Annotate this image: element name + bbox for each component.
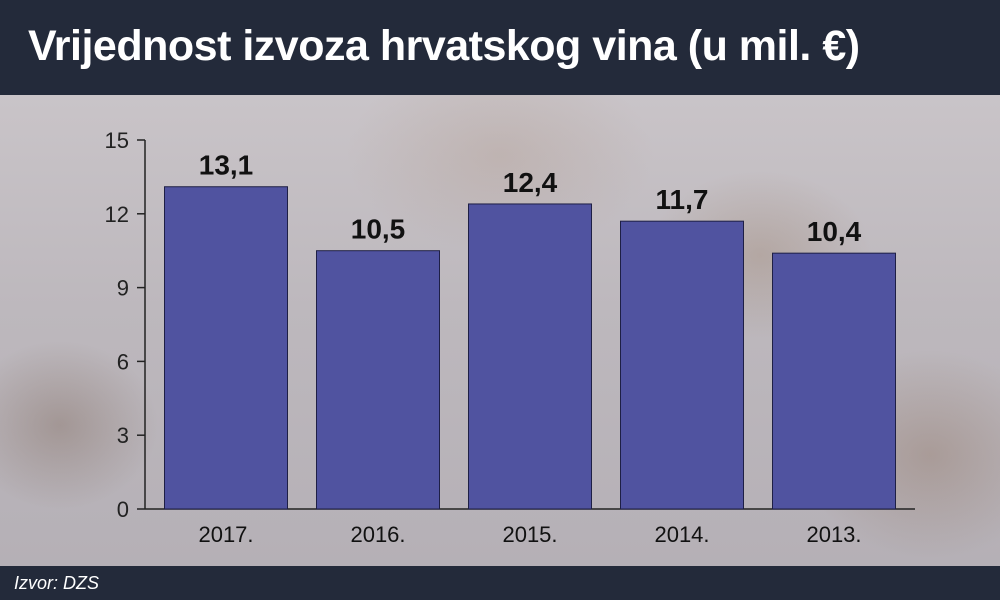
x-tick-label: 2015.: [502, 522, 557, 547]
data-label: 11,7: [656, 184, 709, 215]
y-tick-label: 15: [105, 128, 129, 153]
header: Vrijednost izvoza hrvatskog vina (u mil.…: [0, 0, 1000, 95]
data-label: 13,1: [199, 150, 254, 181]
bar: [164, 186, 288, 510]
y-tick-label: 0: [117, 497, 129, 522]
x-tick-label: 2014.: [654, 522, 709, 547]
bar: [468, 203, 592, 510]
y-tick-label: 12: [105, 202, 129, 227]
bar: [620, 220, 744, 510]
source-note: Izvor: DZS: [14, 573, 100, 593]
y-tick-label: 9: [117, 276, 129, 301]
data-label: 12,4: [503, 167, 558, 198]
data-label: 10,5: [351, 214, 406, 245]
y-tick-label: 6: [117, 349, 129, 374]
x-tick-label: 2016.: [350, 522, 405, 547]
bar: [316, 250, 440, 510]
data-label: 10,4: [807, 216, 862, 247]
y-tick-label: 3: [117, 423, 129, 448]
x-tick-label: 2017.: [198, 522, 253, 547]
chart-title: Vrijednost izvoza hrvatskog vina (u mil.…: [28, 22, 860, 70]
x-tick-label: 2013.: [806, 522, 861, 547]
footer: Izvor: DZS: [0, 566, 1000, 600]
bar: [772, 252, 896, 510]
